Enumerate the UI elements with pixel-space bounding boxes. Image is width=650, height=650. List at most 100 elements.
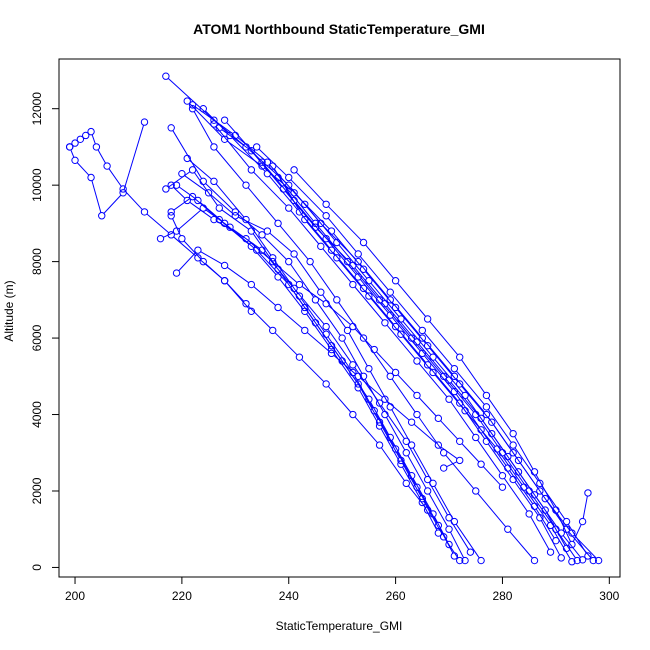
series-line-segment (519, 474, 544, 508)
data-point (290, 166, 298, 174)
series-line-segment (306, 332, 330, 352)
data-point (461, 556, 469, 565)
series-line-segment (380, 424, 400, 458)
data-point (220, 277, 229, 285)
data-point (349, 280, 357, 289)
data-point (584, 489, 592, 497)
data-point (365, 364, 373, 373)
data-point (183, 196, 191, 205)
series-line-segment (172, 218, 181, 236)
data-point (210, 116, 218, 124)
series-line-segment (258, 252, 287, 283)
series-line-segment (322, 294, 347, 329)
series-line-segment (173, 236, 196, 257)
series-line-segment (418, 397, 437, 417)
series-line-segment (194, 106, 234, 135)
data-point (188, 192, 197, 201)
data-point (402, 449, 410, 457)
data-point (423, 487, 432, 495)
data-point (504, 525, 512, 533)
data-point (536, 487, 544, 495)
series-profile (210, 120, 555, 556)
data-point (514, 468, 523, 476)
series-line-segment (546, 512, 566, 546)
series-profile (167, 212, 432, 514)
data-point (194, 254, 202, 262)
data-point (322, 380, 330, 388)
series-line-segment (450, 401, 475, 436)
series-line-segment (103, 194, 122, 214)
data-point (285, 204, 293, 212)
data-point (188, 166, 197, 174)
series-line-segment (530, 493, 555, 527)
series-line-segment (316, 302, 341, 336)
y-tick-label: 12000 (30, 92, 44, 126)
series-line-segment (215, 149, 245, 184)
data-point (552, 536, 560, 545)
series-line-segment (396, 451, 416, 485)
series-line-segment (258, 148, 287, 176)
data-point (167, 231, 175, 239)
series-line-segment (322, 248, 352, 283)
data-point (274, 219, 282, 228)
data-point (568, 558, 576, 566)
data-point (456, 353, 464, 361)
data-point (359, 265, 368, 273)
series-line-segment (429, 321, 459, 356)
series-line-segment (163, 231, 174, 238)
data-point (140, 208, 149, 216)
data-point (365, 277, 373, 285)
data-point (317, 242, 325, 251)
series-profile (167, 124, 469, 565)
series-line-segment (402, 321, 432, 356)
data-point (178, 169, 186, 178)
series-line-segment (391, 409, 411, 443)
data-point (215, 204, 223, 212)
series-line-segment (568, 531, 592, 559)
y-tick-label: 6000 (30, 324, 44, 351)
y-tick-label: 0 (30, 564, 44, 571)
series-line-segment (429, 347, 459, 382)
data-point (434, 529, 443, 537)
data-point (429, 353, 437, 361)
data-point (242, 181, 250, 189)
series-line-segment (189, 201, 212, 219)
series-line-segment (445, 378, 475, 413)
series-line-segment (359, 256, 389, 291)
series-line-segment (354, 267, 384, 302)
series-line-segment (540, 520, 561, 556)
series-line-segment (226, 122, 261, 161)
series-line-segment (456, 370, 485, 405)
data-point (167, 208, 175, 216)
data-point (285, 257, 293, 266)
data-point (231, 208, 240, 216)
data-point (439, 449, 448, 457)
data-point (482, 391, 491, 400)
series-line-segment (365, 244, 394, 279)
data-point (413, 357, 421, 365)
series-line-segment (328, 305, 351, 325)
series-line-segment (343, 340, 363, 374)
series-line-segment (123, 124, 145, 190)
data-point (247, 147, 256, 155)
data-point (562, 544, 571, 553)
series-line-segment (407, 443, 427, 477)
series-line-segment (327, 217, 357, 252)
series-line-segment (338, 259, 368, 294)
data-point (199, 257, 207, 266)
series-line-segment (498, 451, 523, 485)
series-line-segment (466, 412, 496, 447)
data-point (386, 288, 394, 296)
y-axis-label: Altitude (m) (2, 280, 16, 341)
series-line-segment (413, 423, 437, 444)
series-line-segment (519, 462, 544, 497)
data-point (301, 215, 309, 224)
series-line-segment (370, 298, 400, 333)
data-point (423, 361, 432, 369)
series-line-segment (461, 359, 486, 394)
series-line-segment (509, 470, 534, 504)
data-point (327, 349, 336, 358)
data-point (418, 334, 427, 342)
series-line-segment (200, 251, 223, 265)
series-line-segment (178, 209, 202, 230)
